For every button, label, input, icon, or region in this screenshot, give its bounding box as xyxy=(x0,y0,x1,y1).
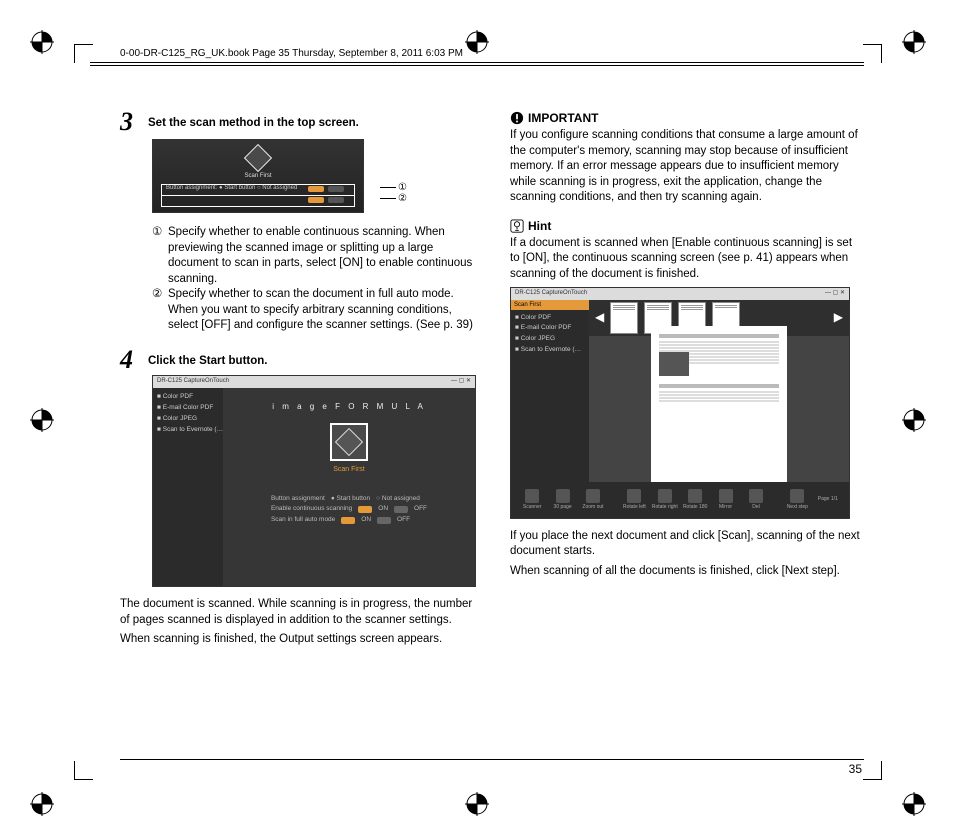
toolbar-item: 30 page xyxy=(549,489,575,511)
preview-image-icon xyxy=(659,352,689,376)
sidebar-item: ■ Scan to Evernote (… xyxy=(157,425,227,436)
page-number: 35 xyxy=(849,762,862,776)
enum-text: Specify whether to scan the document in … xyxy=(168,287,476,334)
sidebar-header: Scan First xyxy=(511,300,597,310)
toolbar-item: Del xyxy=(743,489,769,511)
bottom-toolbar: Scanner 30 page Zoom out Rotate left Rot… xyxy=(511,482,849,518)
callout-2: ② xyxy=(398,192,407,206)
regmark-bl xyxy=(30,792,54,816)
left-column: 3 Set the scan method in the top screen.… xyxy=(120,110,476,740)
important-label: IMPORTANT xyxy=(528,110,598,126)
screenshot-start-button: DR-C125 CaptureOnTouch — ▢ ✕ ■ Color PDF… xyxy=(152,375,476,587)
hint-text: If a document is scanned when [Enable co… xyxy=(510,236,860,283)
enum-text: Specify whether to enable continuous sca… xyxy=(168,225,476,287)
hint-icon xyxy=(510,219,524,233)
regmark-ml xyxy=(30,408,54,432)
sidebar-item: ■ Color PDF xyxy=(515,313,593,324)
toolbar-item: Page 1/1 xyxy=(815,496,841,503)
rotate-right-icon xyxy=(658,489,672,503)
step-number-4: 4 xyxy=(120,348,140,371)
regmark-mb xyxy=(465,792,489,816)
sidebar-item: ■ E-mail Color PDF xyxy=(157,403,227,414)
screenshot-continuous-scan: DR-C125 CaptureOnTouch — ▢ ✕ Scan First … xyxy=(510,287,850,519)
sidebar-item: ■ Scan to Evernote (… xyxy=(515,345,593,356)
start-scan-button xyxy=(330,423,368,461)
regmark-tr xyxy=(902,30,926,54)
regmark-br xyxy=(902,792,926,816)
callouts: ① ② xyxy=(396,139,426,211)
zoom-out-icon xyxy=(586,489,600,503)
hint-label: Hint xyxy=(528,218,551,234)
toggle-off-icon xyxy=(328,186,344,192)
enum-marker: ① xyxy=(152,225,164,287)
toolbar-item: Zoom out xyxy=(580,489,606,511)
toolbar-item: Rotate left xyxy=(621,489,647,511)
step3-title: Set the scan method in the top screen. xyxy=(148,110,359,133)
scanner-icon xyxy=(525,489,539,503)
option-row-2 xyxy=(161,195,355,207)
toolbar-item: Scanner xyxy=(519,489,545,511)
sidebar: Scan First ■ Color PDF ■ E-mail Color PD… xyxy=(511,300,597,482)
next-arrow-icon: ▶ xyxy=(834,309,843,325)
delete-icon xyxy=(749,489,763,503)
mirror-icon xyxy=(719,489,733,503)
scan-first-label: Scan First xyxy=(333,465,365,474)
brand-label: i m a g e F O R M U L A xyxy=(272,402,426,413)
preview-area xyxy=(589,336,849,482)
sidebar-item: ■ E-mail Color PDF xyxy=(515,323,593,334)
scan-first-icon xyxy=(244,144,272,172)
crop-corner xyxy=(863,761,882,780)
footer-rule xyxy=(120,759,864,760)
screenshot-scan-method: Scan First Button assignment: ● Start bu… xyxy=(152,139,364,213)
regmark-tl xyxy=(30,30,54,54)
step-number-3: 3 xyxy=(120,110,140,133)
next-step-icon xyxy=(790,489,804,503)
toggle-off-icon xyxy=(328,197,344,203)
toggle-on-icon xyxy=(308,197,324,203)
sidebar-item: ■ Color JPEG xyxy=(157,414,227,425)
rotate-left-icon xyxy=(627,489,641,503)
sidebar-item: ■ Color PDF xyxy=(157,392,227,403)
regmark-mt xyxy=(465,30,489,54)
toolbar-item: Rotate right xyxy=(652,489,678,511)
toolbar-item: Next step xyxy=(784,489,810,511)
body-text: When scanning of all the documents is fi… xyxy=(510,564,860,580)
step4-title: Click the Start button. xyxy=(148,348,267,371)
enum-marker: ② xyxy=(152,287,164,334)
scan-first-label: Scan First xyxy=(153,172,363,180)
rotate-180-icon xyxy=(688,489,702,503)
sidebar-item: ■ Color JPEG xyxy=(515,334,593,345)
crop-corner xyxy=(74,44,93,63)
important-text: If you configure scanning conditions tha… xyxy=(510,128,860,206)
body-text: If you place the next document and click… xyxy=(510,529,860,560)
body-text: When scanning is finished, the Output se… xyxy=(120,632,476,648)
toolbar-item: Mirror xyxy=(712,489,738,511)
preview-document xyxy=(651,326,787,492)
toolbar-item: Rotate 180 xyxy=(682,489,708,511)
thumbnail xyxy=(610,302,638,334)
body-text: The document is scanned. While scanning … xyxy=(120,597,476,628)
toggle-on-icon xyxy=(308,186,324,192)
regmark-mr xyxy=(902,408,926,432)
header-rule xyxy=(90,62,864,66)
option-row1-label: Button assignment: ● Start button ○ Not … xyxy=(166,184,297,192)
prev-arrow-icon: ◀ xyxy=(595,309,604,325)
page-icon xyxy=(556,489,570,503)
right-column: IMPORTANT If you configure scanning cond… xyxy=(510,110,860,740)
important-icon xyxy=(510,111,524,125)
running-head: 0-00-DR-C125_RG_UK.book Page 35 Thursday… xyxy=(120,48,463,59)
sidebar: ■ Color PDF ■ E-mail Color PDF ■ Color J… xyxy=(153,388,231,586)
crop-corner xyxy=(863,44,882,63)
crop-corner xyxy=(74,761,93,780)
